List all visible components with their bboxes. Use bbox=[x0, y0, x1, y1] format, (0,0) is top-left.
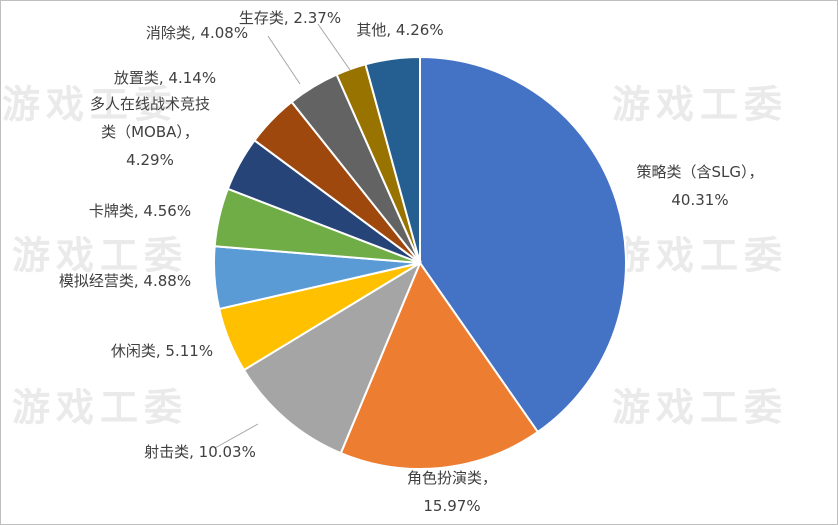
data-label-line: 4.29% bbox=[126, 151, 174, 169]
watermark: 游戏工委 bbox=[12, 386, 188, 430]
data-label-line: 角色扮演类， bbox=[407, 469, 497, 487]
watermark: 游戏工委 bbox=[12, 234, 188, 278]
watermark: 游戏工委 bbox=[612, 83, 788, 127]
leader-line bbox=[214, 423, 259, 449]
watermark: 游戏工委 bbox=[612, 234, 788, 278]
data-label-line: 生存类, 2.37% bbox=[239, 9, 341, 27]
data-label-line: 策略类（含SLG）， bbox=[636, 163, 763, 181]
data-label: 休闲类, 5.11% bbox=[111, 342, 213, 360]
data-label: 角色扮演类， 15.97% bbox=[407, 469, 497, 515]
data-label-line: 多人在线战术竞技 bbox=[90, 95, 210, 113]
data-label: 策略类（含SLG）， 40.31% bbox=[636, 163, 763, 209]
data-label: 其他, 4.26% bbox=[356, 21, 443, 39]
pie-slice bbox=[419, 55, 627, 434]
data-label: 多人在线战术竞技类（MOBA）， 4.29% bbox=[90, 95, 210, 169]
data-label-line: 其他, 4.26% bbox=[356, 21, 443, 39]
data-label-line: 15.97% bbox=[423, 497, 480, 515]
data-label-line: 类（MOBA）， bbox=[101, 123, 199, 141]
pie-slice bbox=[242, 260, 423, 455]
pie-slice bbox=[364, 55, 421, 264]
watermark: 游戏工委 bbox=[2, 83, 178, 127]
data-label-line: 40.31% bbox=[671, 191, 728, 209]
data-label: 模拟经营类, 4.88% bbox=[59, 272, 191, 290]
data-label-line: 休闲类, 5.11% bbox=[111, 342, 213, 360]
data-label-line: 模拟经营类, 4.88% bbox=[59, 272, 191, 290]
watermark: 游戏工委 bbox=[612, 386, 788, 430]
data-label-line: 卡牌类, 4.56% bbox=[89, 202, 191, 220]
data-label: 射击类, 10.03% bbox=[144, 443, 256, 461]
leader-line bbox=[317, 23, 351, 71]
data-label: 生存类, 2.37% bbox=[239, 9, 341, 27]
data-label-line: 放置类, 4.14% bbox=[114, 69, 216, 87]
leader-line bbox=[267, 35, 301, 85]
data-label: 放置类, 4.14% bbox=[114, 69, 216, 87]
data-label-line: 射击类, 10.03% bbox=[144, 443, 256, 461]
pie-slice bbox=[339, 260, 540, 470]
data-label-line: 消除类, 4.08% bbox=[146, 24, 248, 42]
data-label: 卡牌类, 4.56% bbox=[89, 202, 191, 220]
data-label: 消除类, 4.08% bbox=[146, 24, 248, 42]
